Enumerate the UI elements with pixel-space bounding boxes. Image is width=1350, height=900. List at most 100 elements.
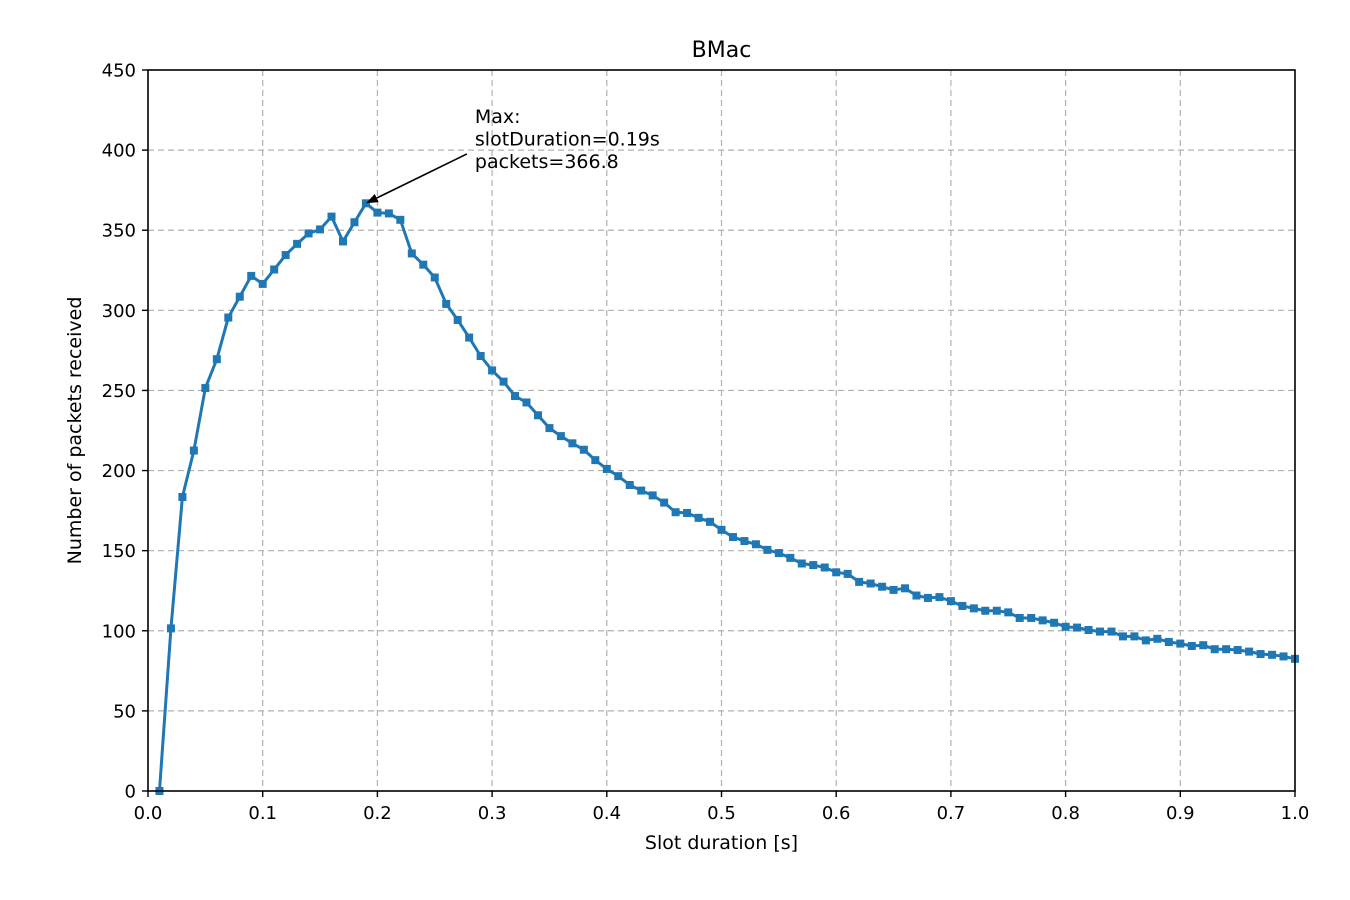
- data-point: [694, 513, 703, 522]
- annotation-arrowhead: [365, 193, 379, 204]
- data-point: [1050, 618, 1059, 627]
- data-point: [396, 215, 405, 224]
- series-line: [157, 201, 1296, 792]
- x-tick-label: 0.0: [134, 803, 163, 824]
- data-point: [293, 239, 302, 248]
- x-axis-label: Slot duration [s]: [645, 832, 798, 854]
- x-tick-label: 0.3: [478, 803, 507, 824]
- data-point: [1038, 616, 1047, 625]
- data-point: [453, 315, 462, 324]
- data-point: [671, 508, 680, 517]
- data-point: [270, 265, 279, 274]
- max-annotation: Max: slotDuration=0.19s packets=366.8: [365, 106, 660, 204]
- axis-ticks: 0.0 0.1 0.2 0.3 0.4 0.5 0.6 0.7 0.8 0.9 1.0 0 50 100 1…: [102, 61, 1310, 825]
- data-point: [1084, 625, 1093, 634]
- data-point: [224, 313, 233, 322]
- x-tick-label: 0.9: [1166, 803, 1195, 824]
- y-tick-label: 100: [102, 621, 136, 642]
- x-tick-label: 0.7: [937, 803, 966, 824]
- data-point: [189, 446, 198, 455]
- y-tick-label: 250: [102, 381, 136, 402]
- x-tick-label: 0.1: [248, 803, 277, 824]
- data-point: [843, 569, 852, 578]
- data-point: [1073, 623, 1082, 632]
- data-point: [1245, 647, 1254, 656]
- data-point: [511, 392, 520, 401]
- data-point: [499, 377, 508, 386]
- data-point: [637, 486, 646, 495]
- data-point: [258, 279, 267, 288]
- data-point: [419, 260, 428, 269]
- data-point: [728, 533, 737, 542]
- chart-title: BMac: [692, 38, 752, 63]
- data-point: [1256, 650, 1265, 659]
- data-point: [866, 579, 875, 588]
- data-point: [809, 561, 818, 570]
- data-point: [625, 480, 634, 489]
- data-point: [488, 366, 497, 375]
- data-point: [1210, 645, 1219, 654]
- y-tick-label: 200: [102, 461, 136, 482]
- data-point: [533, 411, 542, 420]
- data-point: [660, 498, 669, 507]
- data-point: [212, 355, 221, 364]
- annotation-line-1: Max:: [475, 106, 521, 128]
- x-tick-label: 1.0: [1281, 803, 1310, 824]
- y-tick-label: 150: [102, 541, 136, 562]
- annotation-line-2: slotDuration=0.19s: [475, 128, 660, 150]
- data-point: [166, 624, 175, 633]
- data-point: [786, 553, 795, 562]
- data-point: [820, 563, 829, 572]
- data-point: [1233, 646, 1242, 655]
- x-tick-label: 0.8: [1051, 803, 1080, 824]
- y-tick-label: 350: [102, 221, 136, 242]
- data-point: [992, 606, 1001, 615]
- data-point: [774, 549, 783, 558]
- x-tick-label: 0.5: [707, 803, 736, 824]
- data-point: [201, 384, 210, 393]
- data-point: [1141, 636, 1150, 645]
- data-point: [407, 249, 416, 258]
- annotation-line-3: packets=366.8: [475, 151, 619, 173]
- data-point: [1015, 613, 1024, 622]
- data-point: [1061, 622, 1070, 631]
- data-point: [350, 218, 359, 227]
- y-axis-label: Number of packets received: [64, 297, 86, 565]
- data-point: [878, 582, 887, 591]
- data-point: [522, 398, 531, 407]
- data-point: [717, 525, 726, 534]
- data-point: [476, 351, 485, 360]
- data-point: [901, 584, 910, 593]
- y-tick-label: 300: [102, 301, 136, 322]
- y-tick-label: 450: [102, 61, 136, 82]
- data-point: [568, 439, 577, 448]
- data-point: [912, 591, 921, 600]
- data-point: [465, 333, 474, 342]
- data-point: [556, 432, 565, 441]
- data-point: [1164, 637, 1173, 646]
- data-point: [751, 540, 760, 549]
- data-point: [1130, 632, 1139, 641]
- grid-lines: [148, 70, 1295, 791]
- data-point: [373, 208, 382, 217]
- data-series: [155, 199, 1299, 795]
- y-tick-label: 0: [125, 782, 136, 803]
- data-point: [430, 273, 439, 282]
- data-point: [1027, 613, 1036, 622]
- data-point: [316, 225, 325, 234]
- data-point: [384, 209, 393, 218]
- data-point: [1187, 641, 1196, 650]
- x-tick-label: 0.6: [822, 803, 851, 824]
- data-point: [1222, 645, 1231, 654]
- data-point: [923, 593, 932, 602]
- data-point: [235, 292, 244, 301]
- data-point: [1107, 627, 1116, 636]
- data-point: [602, 464, 611, 473]
- data-point: [855, 577, 864, 586]
- data-point: [1176, 639, 1185, 648]
- data-point: [304, 229, 313, 238]
- data-point: [281, 251, 290, 260]
- data-point: [178, 492, 187, 501]
- data-point: [935, 593, 944, 602]
- data-point: [1268, 650, 1277, 659]
